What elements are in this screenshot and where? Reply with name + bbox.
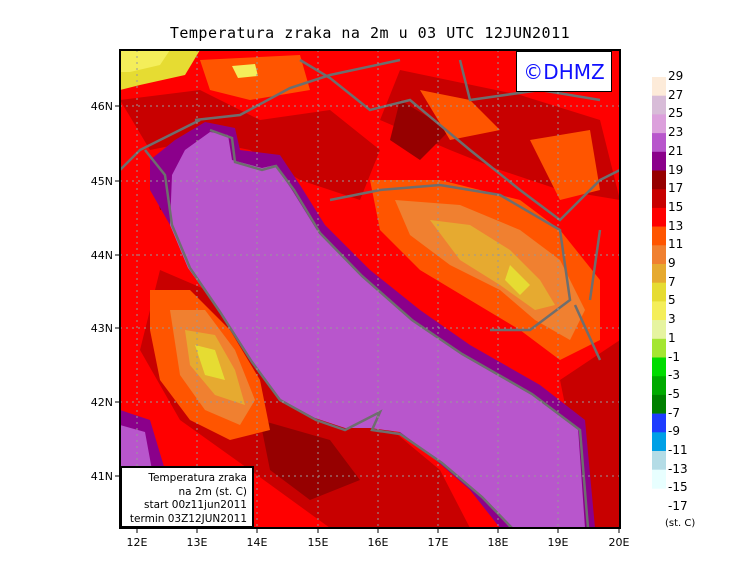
legend-swatch <box>652 226 666 246</box>
lon-label: 14E <box>247 536 268 549</box>
legend-label: 27 <box>668 87 684 102</box>
legend-label: -13 <box>668 461 688 476</box>
legend-swatch <box>652 432 666 452</box>
legend-label: -3 <box>668 368 680 383</box>
legend-label: -5 <box>668 386 680 401</box>
legend-swatch <box>652 95 666 115</box>
lon-label: 12E <box>127 536 148 549</box>
lon-label: 19E <box>548 536 569 549</box>
lat-label: 46N <box>91 100 113 113</box>
lon-label: 20E <box>609 536 630 549</box>
legend-swatch <box>652 357 666 377</box>
lat-label: 41N <box>91 470 113 483</box>
info-line: na 2m (st. C) <box>178 485 247 498</box>
adriatic-sea <box>120 132 585 528</box>
coastlines <box>120 58 620 528</box>
lat-label: 43N <box>91 322 113 335</box>
legend-swatch <box>652 338 666 358</box>
legend-label: 13 <box>668 218 684 233</box>
legend-swatch <box>652 151 666 171</box>
field-19-21-dark <box>150 100 450 500</box>
graticule <box>120 50 620 528</box>
info-line: Temperatura zraka <box>148 472 247 484</box>
legend-swatch <box>652 301 666 321</box>
legend-label: 21 <box>668 143 684 158</box>
ticks <box>115 105 620 533</box>
legend-label: 23 <box>668 125 684 140</box>
legend-label: 15 <box>668 199 684 214</box>
legend-label: -11 <box>668 443 688 457</box>
map-frame <box>119 49 621 529</box>
legend-swatch <box>652 413 666 433</box>
legend-label: 1 <box>668 330 676 345</box>
lat-label: 44N <box>91 249 113 262</box>
legend-label: 19 <box>668 162 684 177</box>
lon-label: 18E <box>488 536 509 549</box>
legend-unit: (st. C) <box>665 518 696 529</box>
map-title: Temperatura zraka na 2m u 03 UTC 12JUN20… <box>169 24 571 42</box>
field-7-9 <box>185 220 555 405</box>
legend-swatch <box>652 469 666 489</box>
lat-label: 42N <box>91 396 113 409</box>
legend-label: -17 <box>668 499 688 514</box>
legend-swatch <box>652 189 666 209</box>
field-3-5 <box>120 50 258 78</box>
legend-swatch <box>652 77 666 96</box>
legend-label: 9 <box>668 256 676 270</box>
info-box: Temperatura zraka na 2m (st. C) start 00… <box>120 466 254 528</box>
lat-label: 45N <box>91 175 113 188</box>
legend-label: 3 <box>668 312 676 327</box>
legend-label: 11 <box>668 237 684 252</box>
legend-swatch <box>652 207 666 227</box>
lon-label: 16E <box>368 536 389 549</box>
legend-swatch <box>652 170 666 190</box>
legend-swatch <box>652 114 666 134</box>
legend-swatch <box>652 245 666 265</box>
info-line: start 00z11jun2011 <box>144 499 247 511</box>
info-line: termin 03Z12JUN2011 <box>129 512 247 525</box>
legend-label: -15 <box>668 480 688 495</box>
legend-label: -9 <box>668 424 680 439</box>
legend-label: 7 <box>668 274 676 289</box>
legend-label: -7 <box>668 405 680 420</box>
legend-label: 5 <box>668 293 676 308</box>
legend-label: -1 <box>668 349 680 364</box>
legend-swatch <box>652 133 666 153</box>
legend-label: 25 <box>668 106 684 121</box>
legend-label: 29 <box>668 69 684 83</box>
legend-swatch <box>652 376 666 396</box>
legend-swatch <box>652 282 666 302</box>
lon-label: 17E <box>428 536 449 549</box>
lon-label: 13E <box>187 536 208 549</box>
legend-label: 17 <box>668 181 684 196</box>
dhmz-logo: ©DHMZ <box>516 51 612 92</box>
color-legend <box>652 77 666 489</box>
legend-swatch <box>652 264 666 283</box>
lon-label: 15E <box>308 536 329 549</box>
legend-swatch <box>652 320 666 340</box>
legend-swatch <box>652 451 666 470</box>
legend-swatch <box>652 394 666 414</box>
